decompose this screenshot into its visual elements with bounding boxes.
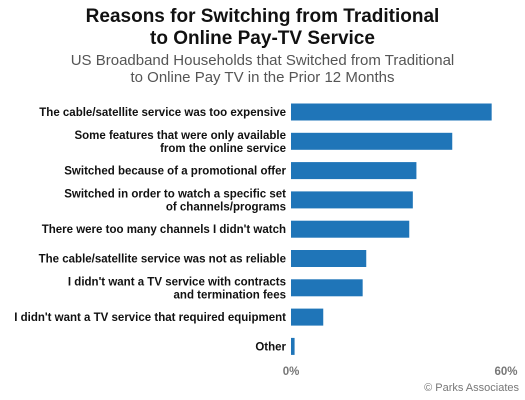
x-tick-label: 60%: [494, 366, 517, 378]
bar: [291, 162, 417, 180]
category-label: There were too many channels I didn't wa…: [42, 224, 286, 236]
category-label: The cable/satellite service was too expe…: [39, 107, 286, 119]
chart-title-line: to Online Pay-TV Service: [150, 28, 375, 49]
category-label: I didn't want a TV service with contract…: [68, 276, 286, 301]
chart-subtitle-line: US Broadband Households that Switched fr…: [70, 52, 455, 69]
bar: [291, 279, 363, 297]
bar: [291, 308, 324, 326]
bar: [291, 132, 453, 150]
bar: [291, 191, 413, 209]
chart-title-line: Reasons for Switching from Traditional: [85, 6, 440, 27]
category-label: Other: [255, 341, 286, 353]
source-credit: © Parks Associates: [424, 382, 519, 394]
bar: [291, 103, 492, 121]
category-label: Switched because of a promotional offer: [64, 166, 286, 178]
bar: [291, 220, 410, 238]
category-label: The cable/satellite service was not as r…: [39, 254, 286, 266]
chart-subtitle: US Broadband Households that Switched fr…: [0, 52, 525, 86]
category-label: Some features that were only available fr…: [74, 130, 286, 155]
bar: [291, 250, 367, 267]
category-label: Switched in order to watch a specific se…: [64, 188, 286, 213]
bar: [291, 337, 295, 355]
chart-subtitle-line: to Online Pay TV in the Prior 12 Months: [130, 69, 395, 86]
x-tick-label: 0%: [283, 366, 300, 378]
chart-title: Reasons for Switching from Traditional t…: [0, 6, 525, 50]
category-label: I didn't want a TV service that required…: [14, 312, 286, 324]
